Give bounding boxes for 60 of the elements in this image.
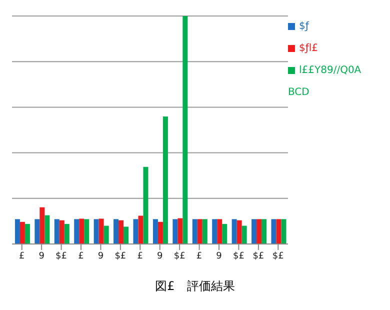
x-tick-label: 9 bbox=[156, 251, 163, 262]
bar bbox=[242, 226, 247, 244]
bar bbox=[124, 226, 129, 244]
bar bbox=[217, 219, 222, 244]
bar bbox=[202, 219, 208, 244]
bar bbox=[192, 219, 198, 244]
x-tick-label: $£ bbox=[56, 251, 68, 262]
bar bbox=[59, 220, 64, 244]
bar bbox=[44, 215, 50, 244]
x-tick-label: 9 bbox=[216, 251, 222, 262]
bar bbox=[104, 226, 109, 244]
x-tick-label: 9 bbox=[98, 251, 104, 262]
bar bbox=[276, 219, 282, 244]
bar bbox=[79, 218, 84, 244]
x-tick-label: 9 bbox=[38, 251, 45, 262]
x-tick-label: $£ bbox=[174, 251, 186, 262]
bar bbox=[178, 218, 183, 244]
bar bbox=[98, 218, 104, 244]
bar bbox=[40, 207, 45, 244]
x-tick-label: $£ bbox=[272, 251, 284, 262]
legend-label: $ƒ bbox=[299, 21, 309, 32]
bar bbox=[84, 219, 90, 244]
bar bbox=[271, 219, 276, 244]
bar bbox=[256, 219, 262, 244]
bar bbox=[152, 219, 158, 244]
bar bbox=[222, 224, 228, 244]
bar bbox=[158, 222, 163, 244]
bar bbox=[54, 219, 60, 244]
bar bbox=[262, 219, 267, 244]
bar bbox=[14, 219, 20, 244]
legend-label: $ƒl£ bbox=[299, 43, 318, 54]
bar bbox=[118, 220, 124, 244]
bar bbox=[34, 219, 40, 244]
bar bbox=[212, 219, 218, 244]
bar bbox=[20, 222, 25, 244]
x-tick-label: £ bbox=[18, 251, 25, 262]
bar bbox=[24, 224, 30, 244]
bar bbox=[94, 219, 99, 244]
x-tick-label: $£ bbox=[232, 251, 244, 262]
bar bbox=[252, 219, 257, 244]
bar bbox=[236, 220, 242, 244]
bar bbox=[64, 224, 70, 244]
x-tick-label: £ bbox=[78, 251, 84, 262]
x-tick-label: £ bbox=[196, 251, 202, 262]
legend-label: l££Y89//Q0A BCD bbox=[288, 65, 362, 98]
bar bbox=[138, 216, 144, 244]
bar bbox=[197, 219, 202, 244]
bar bbox=[114, 219, 119, 244]
bar bbox=[232, 219, 237, 244]
bar bbox=[133, 219, 138, 244]
bar bbox=[172, 219, 178, 244]
x-tick-label: $£ bbox=[252, 251, 264, 262]
bar bbox=[143, 166, 148, 244]
text: 図£ 評価結果 bbox=[154, 278, 236, 295]
bar bbox=[182, 16, 188, 244]
bar bbox=[281, 219, 286, 244]
bar bbox=[74, 219, 80, 244]
bar bbox=[162, 116, 168, 244]
x-tick-label: $£ bbox=[114, 251, 126, 262]
x-tick-label: £ bbox=[137, 251, 144, 262]
